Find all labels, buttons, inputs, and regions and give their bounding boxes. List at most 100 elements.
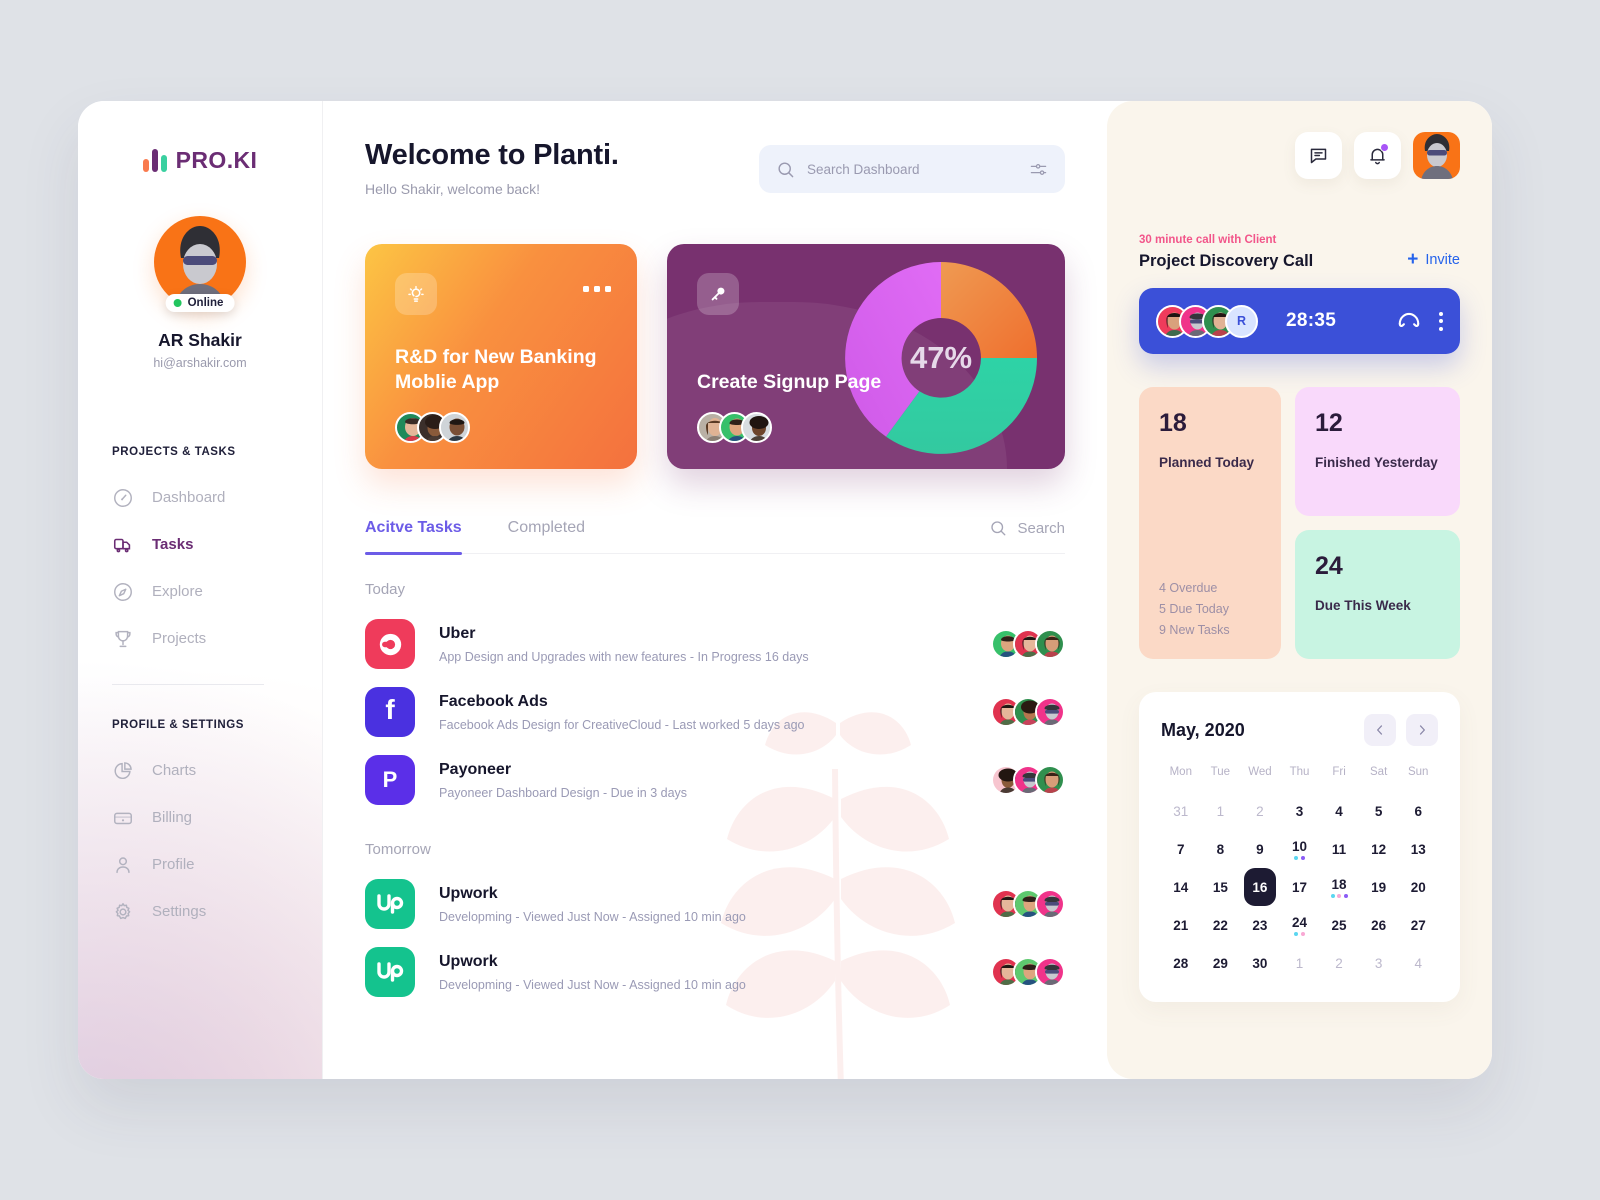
task-info: Payoneer Payoneer Dashboard Design - Due… [439,761,687,800]
calendar-day-cell[interactable]: 13 [1410,841,1426,857]
key-icon [697,273,739,315]
speedometer-icon [114,488,132,507]
call-actions [1396,308,1443,334]
calendar-day-cell[interactable]: 5 [1374,803,1383,819]
calendar-day-cell[interactable]: 7 [1177,841,1185,857]
status-label: Online [187,297,224,309]
app-logo[interactable]: PRO.KI [78,147,322,174]
calendar-day-cell[interactable]: 1 [1216,803,1225,819]
kebab-menu-icon[interactable] [1439,311,1443,331]
calendar-day-cell[interactable]: 22 [1212,917,1228,933]
stat-card-planned-today[interactable]: 18 Planned Today 4 Overdue 5 Due Today 9… [1139,387,1281,659]
calendar-day-cell[interactable]: 3 [1295,803,1304,819]
call-title: Project Discovery Call [1139,252,1314,270]
stat-number: 24 [1315,552,1343,580]
stat-cards: 18 Planned Today 4 Overdue 5 Due Today 9… [1139,387,1460,659]
app-window: PRO.KI Online AR Shakir hi@arshakir.com … [78,101,1492,1079]
sidebar-item-billing[interactable]: Billing [112,794,322,841]
sidebar-item-profile[interactable]: Profile [112,841,322,888]
sidebar-item-tasks[interactable]: Tasks [112,521,322,568]
calendar-day-cell[interactable]: 26 [1371,917,1387,933]
more-dots-icon[interactable] [583,286,611,292]
table-row[interactable]: Upwork Developming - Viewed Just Now - A… [365,938,1065,1006]
table-row[interactable]: P Payoneer Payoneer Dashboard Design - D… [365,746,1065,814]
stat-card-due-this-week[interactable]: 24 Due This Week [1295,530,1460,659]
calendar-day-cell[interactable]: 2 [1256,803,1264,819]
phone-hangup-icon[interactable] [1396,308,1422,334]
calendar-day-cell[interactable]: 17 [1291,879,1307,895]
calendar-widget: May, 2020 Mon Tue Wed Thu Fri Sat Sun 31 1 2 3 4 5 6 7… [1139,692,1460,1002]
sidebar-item-projects[interactable]: Projects [112,615,322,662]
calendar-day-cell[interactable]: 11 [1331,841,1347,857]
calendar-day-cell[interactable]: 20 [1410,879,1426,895]
calendar-day-cell[interactable]: 19 [1371,879,1387,895]
notifications-button[interactable] [1354,132,1401,179]
filter-sliders-icon[interactable] [1029,160,1048,179]
calendar-day-cell[interactable]: 18 [1319,868,1359,906]
calendar-prev-button[interactable] [1364,714,1396,746]
calendar-day-cell[interactable]: 28 [1173,955,1189,971]
project-card-rnd[interactable]: R&D for New Banking Moblie App [365,244,637,469]
calendar-day-cell[interactable]: 1 [1295,955,1304,971]
calendar-day-cell[interactable]: 8 [1216,841,1225,857]
calendar-day-cell[interactable]: 9 [1256,841,1264,857]
calendar-day-cell[interactable]: 12 [1371,841,1387,857]
calendar-day-cell[interactable]: 4 [1335,803,1343,819]
task-members [991,765,1065,795]
tab-completed[interactable]: Completed [507,519,586,536]
calendar-next-button[interactable] [1406,714,1438,746]
calendar-day-cell[interactable]: 3 [1374,955,1383,971]
avatar [439,412,470,443]
calendar-day-cell[interactable]: 14 [1173,879,1189,895]
invite-button[interactable]: + Invite [1407,250,1460,271]
calendar-grid: Mon Tue Wed Thu Fri Sat Sun 31 1 2 3 4 5 6 7 8 9 10 11 12 13… [1161,766,1438,982]
task-name: Uber [439,624,476,642]
task-name: Upwork [439,884,498,902]
user-avatar[interactable] [1413,132,1460,179]
stat-card-finished-yesterday[interactable]: 12 Finished Yesterday [1295,387,1460,516]
table-row[interactable]: Upwork Developming - Viewed Just Now - A… [365,870,1065,938]
sidebar-item-label: Settings [152,903,207,920]
project-card-signup[interactable]: 47% Create Signup Page [667,244,1065,469]
calendar-day-cell[interactable]: 29 [1212,955,1228,971]
sidebar-item-dashboard[interactable]: Dashboard [112,474,322,521]
table-row[interactable]: f Facebook Ads Facebook Ads Design for C… [365,678,1065,746]
calendar-day-cell[interactable]: 24 [1280,906,1320,944]
sidebar-item-settings[interactable]: Settings [112,888,322,935]
table-row[interactable]: Uber App Design and Upgrades with new fe… [365,610,1065,678]
calendar-day-cell[interactable]: 16 [1240,868,1280,906]
calendar-day-cell[interactable]: 2 [1335,955,1343,971]
trophy-icon [115,630,131,647]
sidebar-item-charts[interactable]: Charts [112,747,322,794]
task-info: Upwork Developming - Viewed Just Now - A… [439,885,746,924]
tab-active-tasks[interactable]: Acitve Tasks [365,519,462,555]
calendar-day-cell[interactable]: 10 [1280,830,1320,868]
project-cards: R&D for New Banking Moblie App [365,244,1065,469]
sidebar-item-explore[interactable]: Explore [112,568,322,615]
dashboard-search[interactable] [759,145,1065,193]
calendar-day-cell[interactable]: 4 [1414,955,1422,971]
status-badge: Online [165,294,235,312]
calendar-day-cell[interactable]: 6 [1414,803,1422,819]
search-input[interactable] [807,161,1017,177]
calendar-day-cell[interactable]: 30 [1252,955,1268,971]
person-icon [116,856,130,873]
uber-glyph-icon [379,633,401,655]
avatar[interactable] [154,216,246,308]
tasks-search-button[interactable]: Search [989,519,1065,553]
more-participants-badge[interactable]: R [1225,304,1258,338]
messages-button[interactable] [1295,132,1342,179]
calendar-day-cell[interactable]: 27 [1410,917,1426,933]
task-group-title: Tomorrow [365,841,431,858]
calendar-day-cell[interactable]: 31 [1173,803,1189,819]
stat-subline: 9 New Tasks [1159,623,1230,637]
plus-icon: + [1407,249,1419,270]
avatar [741,412,772,443]
calendar-day-cell[interactable]: 15 [1212,879,1228,895]
chevron-right-icon [1419,725,1425,735]
stat-number: 12 [1315,409,1343,437]
nav-section-title-projects: PROJECTS & TASKS [112,446,236,458]
calendar-day-cell[interactable]: 25 [1331,917,1347,933]
calendar-day-cell[interactable]: 21 [1173,917,1189,933]
calendar-day-cell[interactable]: 23 [1252,917,1268,933]
